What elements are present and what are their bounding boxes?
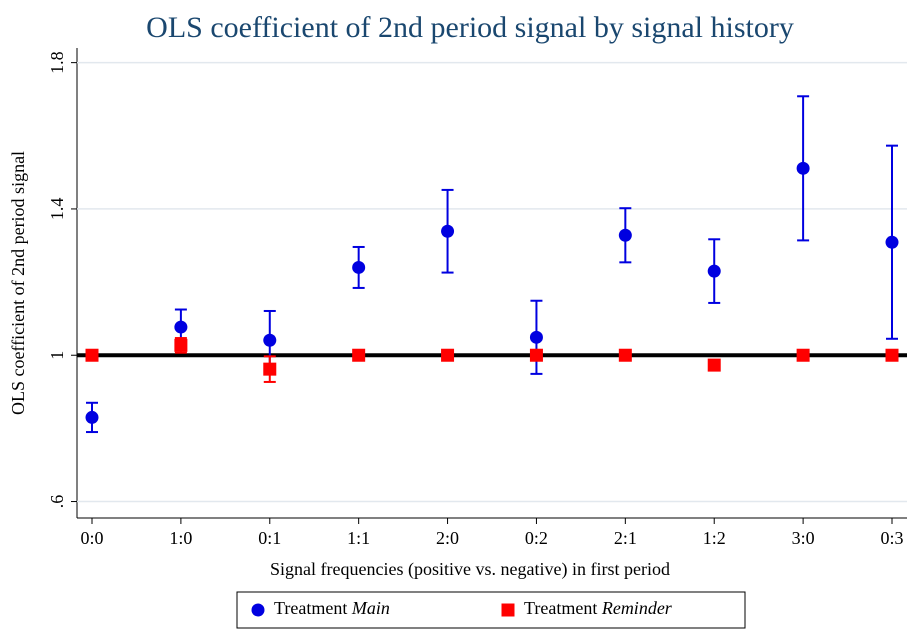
marker: [263, 362, 277, 376]
marker: [263, 333, 277, 347]
marker: [885, 348, 899, 362]
legend-marker: [251, 603, 265, 617]
marker: [441, 348, 455, 362]
x-tick-label: 0:1: [258, 528, 281, 548]
x-tick-label: 2:0: [436, 528, 459, 548]
x-tick-label: 1:2: [703, 528, 726, 548]
marker: [796, 161, 810, 175]
x-tick-label: 0:3: [880, 528, 903, 548]
marker: [618, 348, 632, 362]
x-tick-label: 2:1: [614, 528, 637, 548]
marker: [529, 330, 543, 344]
marker: [618, 228, 632, 242]
y-tick-label: 1.8: [47, 51, 67, 74]
marker: [441, 224, 455, 238]
marker: [529, 348, 543, 362]
chart-title: OLS coefficient of 2nd period signal by …: [146, 11, 794, 44]
legend-box: [236, 591, 746, 629]
marker: [352, 348, 366, 362]
marker: [174, 338, 188, 352]
legend-label: Treatment Reminder: [524, 598, 673, 618]
x-tick-label: 0:0: [80, 528, 103, 548]
marker: [885, 235, 899, 249]
y-tick-label: 1: [47, 351, 67, 360]
marker: [85, 410, 99, 424]
legend-marker: [501, 603, 515, 617]
y-axis-label: OLS coefficient of 2nd period signal: [8, 151, 28, 415]
marker: [85, 348, 99, 362]
x-tick-label: 0:2: [525, 528, 548, 548]
y-tick-label: 1.4: [47, 198, 67, 221]
x-tick-label: 1:1: [347, 528, 370, 548]
x-tick-label: 1:0: [169, 528, 192, 548]
y-tick-label: .6: [47, 495, 67, 509]
marker: [796, 348, 810, 362]
marker: [707, 264, 721, 278]
x-tick-label: 3:0: [792, 528, 815, 548]
legend-label: Treatment Main: [274, 598, 390, 618]
marker: [352, 260, 366, 274]
marker: [174, 320, 188, 334]
marker: [707, 358, 721, 372]
x-axis-label: Signal frequencies (positive vs. negativ…: [270, 559, 670, 580]
